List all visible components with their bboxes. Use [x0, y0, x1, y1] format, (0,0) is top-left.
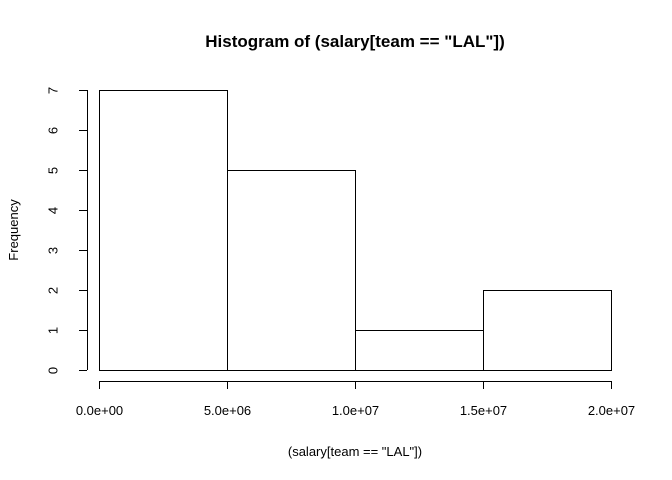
x-tick-label-0: 0.0e+00: [76, 403, 123, 418]
y-tick-label-7: 7: [46, 87, 61, 94]
histogram-bars: [99, 90, 612, 371]
histogram-bar-0: [99, 90, 228, 371]
y-tick-label-3: 3: [46, 247, 61, 254]
histogram-bar-1: [227, 170, 356, 371]
y-tick-label-5: 5: [46, 167, 61, 174]
y-tick-label-6: 6: [46, 127, 61, 134]
x-tick-label-4: 2.0e+07: [588, 403, 635, 418]
y-tick-label-2: 2: [46, 287, 61, 294]
y-tick-label-0: 0: [46, 367, 61, 374]
x-axis-label: (salary[team == "LAL"]): [288, 444, 422, 459]
histogram-bar-3: [483, 290, 612, 371]
y-axis-label: Frequency: [6, 199, 21, 261]
y-axis: 0 1 2 3 4 5 6 7: [46, 87, 88, 374]
y-tick-label-1: 1: [46, 327, 61, 334]
x-tick-label-3: 1.5e+07: [460, 403, 507, 418]
x-tick-label-1: 5.0e+06: [204, 403, 251, 418]
x-tick-label-2: 1.0e+07: [332, 403, 379, 418]
histogram-bar-2: [355, 330, 484, 371]
y-tick-label-4: 4: [46, 207, 61, 214]
x-axis: 0.0e+00 5.0e+06 1.0e+07 1.5e+07 2.0e+07: [76, 381, 635, 418]
chart-title: Histogram of (salary[team == "LAL"]): [205, 32, 505, 51]
